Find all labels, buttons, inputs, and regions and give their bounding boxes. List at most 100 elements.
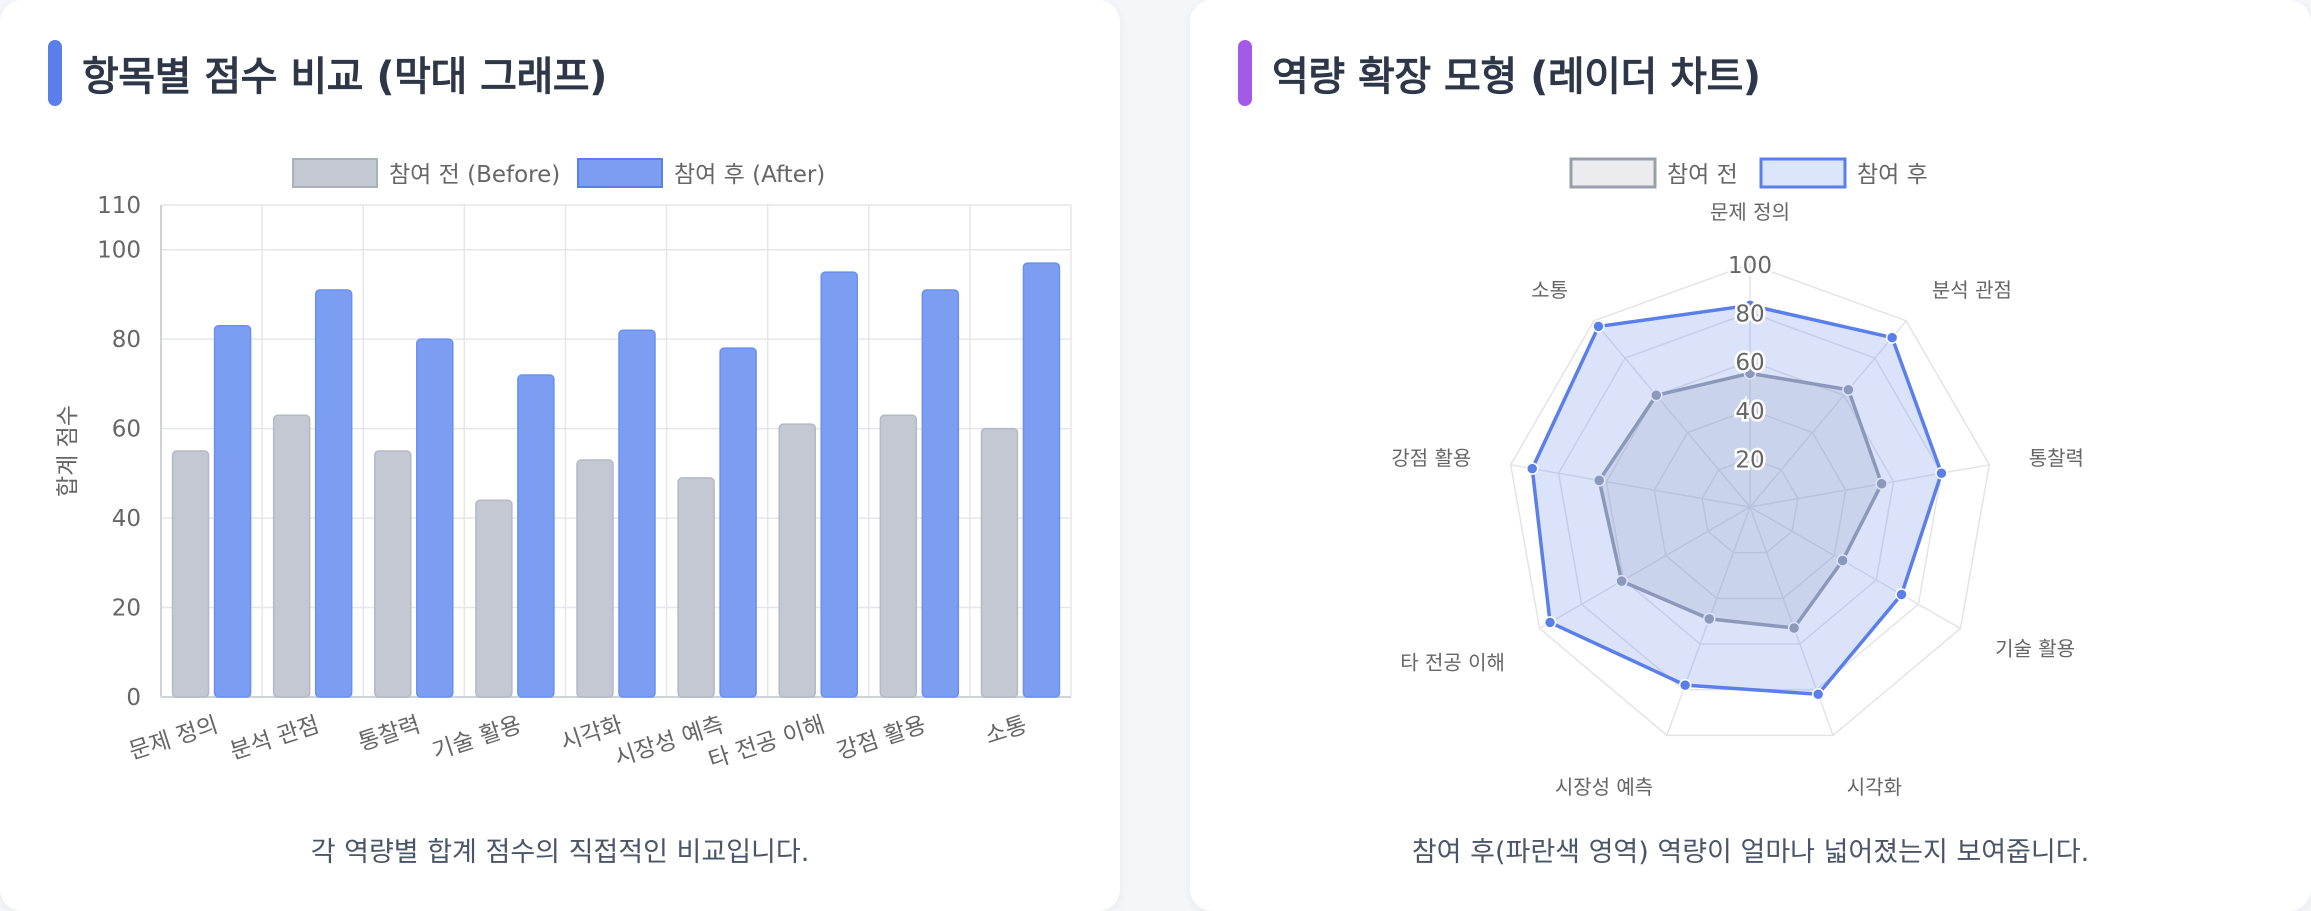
bar-x-tick-label: 기술 활용 xyxy=(429,712,524,765)
radar-r-tick-label: 80 xyxy=(1735,302,1764,328)
bar-chart-title-text: 항목별 점수 비교 (막대 그래프) xyxy=(82,54,607,100)
radar-grid-ring xyxy=(1653,409,1847,600)
radar-spoke xyxy=(1539,506,1751,630)
radar-title-accent xyxy=(1238,40,1252,106)
bar-before xyxy=(374,450,412,698)
bar-title-accent xyxy=(48,40,62,106)
bar-before xyxy=(778,423,816,698)
radar-r-tick-label: 60 xyxy=(1735,350,1764,376)
radar-category-label: 소통 xyxy=(1531,278,1568,302)
bar-before xyxy=(980,427,1019,698)
radar-legend-label: 참여 후 xyxy=(1857,162,1928,188)
radar-point-before xyxy=(1743,367,1757,380)
radar-r-tick-label: 100 xyxy=(1728,253,1772,279)
bar-after xyxy=(820,271,858,698)
radar-point-before xyxy=(1592,474,1606,487)
radar-grid-ring xyxy=(1701,457,1799,554)
radar-point-after xyxy=(1592,320,1605,333)
bar-chart-card: 항목별 점수 비교 (막대 그래프) 참여 전 (Before) 참여 후 (Af… xyxy=(0,0,1120,911)
bar-chart-title: 항목별 점수 비교 (막대 그래프) xyxy=(48,40,607,106)
bar-after xyxy=(517,374,555,698)
radar-area-after xyxy=(1530,303,1944,696)
bar-y-tick-label: 60 xyxy=(112,417,141,443)
bar-y-tick-label: 20 xyxy=(112,596,141,622)
radar-point-before xyxy=(1650,389,1663,402)
radar-grid-ring xyxy=(1605,360,1895,645)
radar-grid-ring xyxy=(1509,263,1991,737)
radar-category-label: 문제 정의 xyxy=(1710,200,1790,224)
bar-x-tick-label: 문제 정의 xyxy=(126,712,221,765)
radar-point-after xyxy=(1811,687,1825,701)
radar-spoke xyxy=(1749,464,1990,508)
radar-legend: 참여 전 참여 후 xyxy=(1569,157,1928,189)
bar-legend-item: 참여 전 (Before) xyxy=(292,158,560,188)
radar-legend-swatch xyxy=(1569,157,1657,189)
radar-category-label: 시각화 xyxy=(1847,775,1902,799)
bar-y-tick-label: 80 xyxy=(112,327,141,353)
bar-after xyxy=(314,289,353,698)
bar-chart-caption: 각 역량별 합계 점수의 직접적인 비교입니다. xyxy=(310,837,810,868)
radar-point-after xyxy=(1895,588,1908,601)
radar-legend-swatch xyxy=(1759,157,1847,189)
bar-x-tick-label: 강점 활용 xyxy=(834,712,929,765)
bar-y-tick-label: 40 xyxy=(112,506,141,532)
bar-before xyxy=(677,477,715,698)
radar-chart-card: 역량 확장 모형 (레이더 차트) 참여 전 참여 후 20 40 60 80 100 문제 … xyxy=(1190,0,2311,911)
bar-y-tick-label: 110 xyxy=(97,193,141,219)
radar-category-label: 타 전공 이해 xyxy=(1400,651,1505,675)
radar-r-tick-label: 40 xyxy=(1735,399,1764,425)
radar-legend-item: 참여 전 xyxy=(1569,157,1738,189)
radar-chart-caption: 참여 후(파란색 영역) 역량이 얼마나 넓어졌는지 보여줍니다. xyxy=(1411,837,2090,868)
radar-legend-label: 참여 전 xyxy=(1667,162,1738,188)
bar-legend-swatch xyxy=(292,158,378,188)
radar-point-after xyxy=(1543,616,1557,629)
radar-category-label: 시장성 예측 xyxy=(1555,775,1653,799)
bar-legend-swatch xyxy=(577,158,663,188)
radar-spoke xyxy=(1510,464,1751,508)
radar-spoke xyxy=(1593,320,1751,508)
radar-spoke xyxy=(1749,506,1961,630)
bar-x-tick-label: 타 전공 이해 xyxy=(705,712,828,774)
radar-category-label: 통찰력 xyxy=(2029,446,2084,470)
bar-x-tick-label: 통찰력 xyxy=(355,712,423,756)
radar-point-after xyxy=(1743,299,1757,312)
radar-point-before xyxy=(1787,621,1801,635)
bar-after xyxy=(618,329,656,698)
bar-after xyxy=(213,325,252,698)
bar-legend-label: 참여 전 (Before) xyxy=(389,162,560,188)
bar-legend-item: 참여 후 (After) xyxy=(577,158,825,188)
radar-category-label: 기술 활용 xyxy=(1995,637,2075,661)
radar-spoke xyxy=(1749,320,1907,508)
bar-y-tick-label: 100 xyxy=(97,238,141,264)
radar-point-before xyxy=(1615,574,1628,588)
bar-legend-label: 참여 후 (After) xyxy=(674,162,825,188)
bar-y-axis-label: 합계 점수 xyxy=(55,405,81,497)
radar-category-label: 강점 활용 xyxy=(1391,446,1471,470)
radar-point-after xyxy=(1525,462,1539,475)
bar-chart: 참여 전 (Before) 참여 후 (After) 0 20 40 60 80 100 110… xyxy=(55,158,1072,774)
bar-legend: 참여 전 (Before) 참여 후 (After) xyxy=(292,158,825,188)
bar-before xyxy=(576,459,614,698)
radar-point-after xyxy=(1935,466,1948,480)
radar-point-before xyxy=(1836,554,1849,567)
radar-point-before xyxy=(1842,383,1855,396)
bar-x-tick-label: 소통 xyxy=(982,712,1030,750)
radar-point-before xyxy=(1703,612,1716,626)
bar-before xyxy=(879,414,918,698)
radar-point-after xyxy=(1885,331,1899,344)
radar-legend-item: 참여 후 xyxy=(1759,157,1928,189)
radar-chart-title: 역량 확장 모형 (레이더 차트) xyxy=(1238,40,1761,106)
radar-area-before xyxy=(1597,371,1884,630)
bar-x-tick-label: 분석 관점 xyxy=(227,712,322,765)
bar-y-tick-label: 0 xyxy=(126,685,141,711)
bar-before xyxy=(272,414,311,698)
bar-after xyxy=(1022,262,1061,698)
bar-before xyxy=(171,450,210,698)
bar-before xyxy=(475,499,513,698)
radar-category-label: 분석 관점 xyxy=(1932,278,2012,302)
radar-point-after xyxy=(1678,678,1692,692)
bar-after xyxy=(416,338,454,698)
bar-after xyxy=(921,289,960,698)
radar-point-before xyxy=(1875,477,1888,491)
